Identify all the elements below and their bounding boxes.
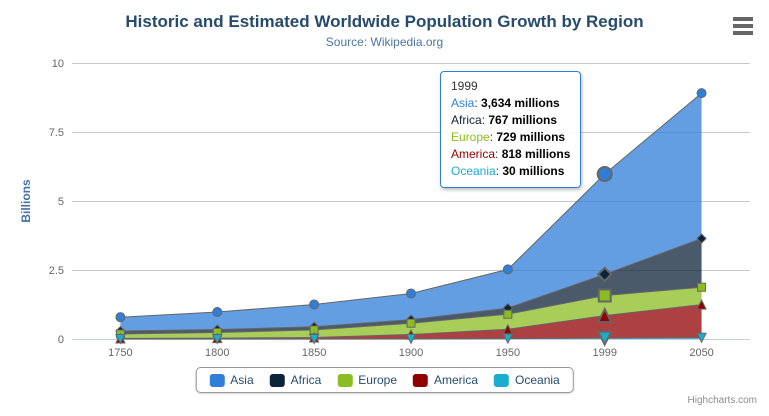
x-axis-tick-label: 1850 — [302, 347, 326, 359]
data-point-oceania-1750[interactable] — [115, 333, 126, 345]
x-axis-tick-label: 1900 — [399, 347, 423, 359]
tooltip-series-name: Europe — [451, 130, 490, 144]
tooltip-series-name: Asia — [451, 96, 475, 110]
x-axis-tick-label: 2050 — [689, 347, 713, 359]
hamburger-menu-icon — [733, 24, 753, 28]
data-point-asia-1950[interactable] — [502, 264, 513, 275]
data-point-europe-1950[interactable] — [503, 309, 513, 319]
legend-item-america[interactable]: America — [413, 373, 478, 387]
data-point-europe-1900[interactable] — [406, 318, 416, 328]
tooltip-value: 729 millions — [496, 130, 566, 144]
tooltip-row-oceania: Oceania: 30 millions — [451, 163, 570, 180]
y-axis-tick-label: 0 — [58, 334, 64, 346]
data-point-oceania-2050[interactable] — [696, 332, 707, 344]
data-point-europe-1999[interactable] — [597, 288, 612, 303]
data-point-asia-1800[interactable] — [212, 307, 223, 318]
y-axis-tick-label: 10 — [52, 58, 64, 70]
legend-label: America — [434, 373, 479, 387]
tooltip-row-asia: Asia: 3,634 millions — [451, 95, 570, 112]
tooltip-series-name: Africa — [451, 113, 482, 127]
data-point-america-2050[interactable] — [696, 298, 707, 310]
data-point-europe-1850[interactable] — [309, 325, 319, 335]
data-point-asia-1750[interactable] — [115, 312, 126, 323]
tooltip-row-africa: Africa: 767 millions — [451, 112, 570, 129]
export-menu-button[interactable] — [733, 17, 753, 35]
tooltip-value: 30 millions — [502, 164, 565, 178]
data-point-oceania-1950[interactable] — [502, 333, 514, 345]
legend-swatch-icon — [494, 373, 510, 387]
x-axis-tick-label: 1999 — [592, 347, 616, 359]
tooltip-row-america: America: 818 millions — [451, 146, 570, 163]
tooltip-separator: : — [495, 147, 502, 161]
highcharts-credit-link[interactable]: Highcharts.com — [687, 395, 757, 406]
data-point-europe-2050[interactable] — [697, 282, 707, 292]
tooltip-value: 767 millions — [488, 113, 558, 127]
tooltip-separator: : — [474, 96, 482, 110]
hamburger-menu-icon — [733, 31, 753, 35]
x-axis-tick-label: 1750 — [108, 347, 132, 359]
legend-item-africa[interactable]: Africa — [269, 373, 322, 387]
data-point-oceania-1800[interactable] — [211, 333, 223, 345]
data-point-america-1999[interactable] — [596, 306, 613, 324]
legend-swatch-icon — [269, 373, 285, 387]
tooltip-separator: : — [495, 164, 503, 178]
data-point-oceania-1850[interactable] — [308, 333, 320, 345]
legend: Asia Africa Europe America Oceania — [195, 367, 574, 393]
data-point-oceania-1999[interactable] — [596, 330, 613, 347]
legend-swatch-icon — [413, 373, 429, 387]
legend-item-asia[interactable]: Asia — [209, 373, 254, 387]
area-series-africa[interactable] — [120, 238, 702, 334]
data-point-asia-1900[interactable] — [406, 288, 416, 299]
area-series-america[interactable] — [120, 304, 702, 339]
legend-swatch-icon — [337, 373, 353, 387]
tooltip: 1999 Asia: 3,634 millions Africa: 767 mil… — [440, 71, 582, 188]
tooltip-series-name: America — [451, 147, 496, 161]
data-point-oceania-1900[interactable] — [405, 333, 417, 345]
tooltip-header: 1999 — [451, 79, 478, 93]
data-point-africa-2050[interactable] — [696, 233, 707, 244]
chart-title: Historic and Estimated Worldwide Populat… — [125, 12, 644, 31]
y-axis-title: Billions — [19, 179, 33, 223]
legend-label: Africa — [290, 373, 322, 387]
data-point-asia-1999[interactable] — [596, 166, 613, 183]
data-point-asia-1850[interactable] — [309, 299, 320, 310]
legend-label: Oceania — [515, 373, 560, 387]
y-axis-tick-label: 7.5 — [49, 127, 64, 139]
y-axis-tick-label: 5 — [58, 196, 64, 208]
data-point-africa-1999[interactable] — [596, 266, 613, 283]
tooltip-series-name: Oceania — [451, 164, 496, 178]
tooltip-value: 3,634 millions — [481, 96, 560, 110]
tooltip-row-europe: Europe: 729 millions — [451, 129, 570, 146]
chart-subtitle: Source: Wikipedia.org — [325, 35, 444, 49]
x-axis-tick-label: 1800 — [205, 347, 229, 359]
tooltip-separator: : — [481, 113, 489, 127]
x-axis-tick-label: 1950 — [496, 347, 520, 359]
y-axis-tick-label: 2.5 — [49, 265, 64, 277]
legend-swatch-icon — [209, 373, 225, 387]
legend-label: Europe — [358, 373, 398, 387]
legend-item-europe[interactable]: Europe — [337, 373, 397, 387]
area-series-asia[interactable] — [120, 93, 702, 332]
data-point-asia-2050[interactable] — [696, 88, 707, 99]
tooltip-value: 818 millions — [501, 147, 571, 161]
legend-item-oceania[interactable]: Oceania — [494, 373, 560, 387]
legend-label: Asia — [230, 373, 254, 387]
hamburger-menu-icon — [733, 17, 753, 21]
tooltip-rows: Asia: 3,634 millions Africa: 767 millions… — [451, 95, 570, 180]
tooltip-separator: : — [489, 130, 497, 144]
